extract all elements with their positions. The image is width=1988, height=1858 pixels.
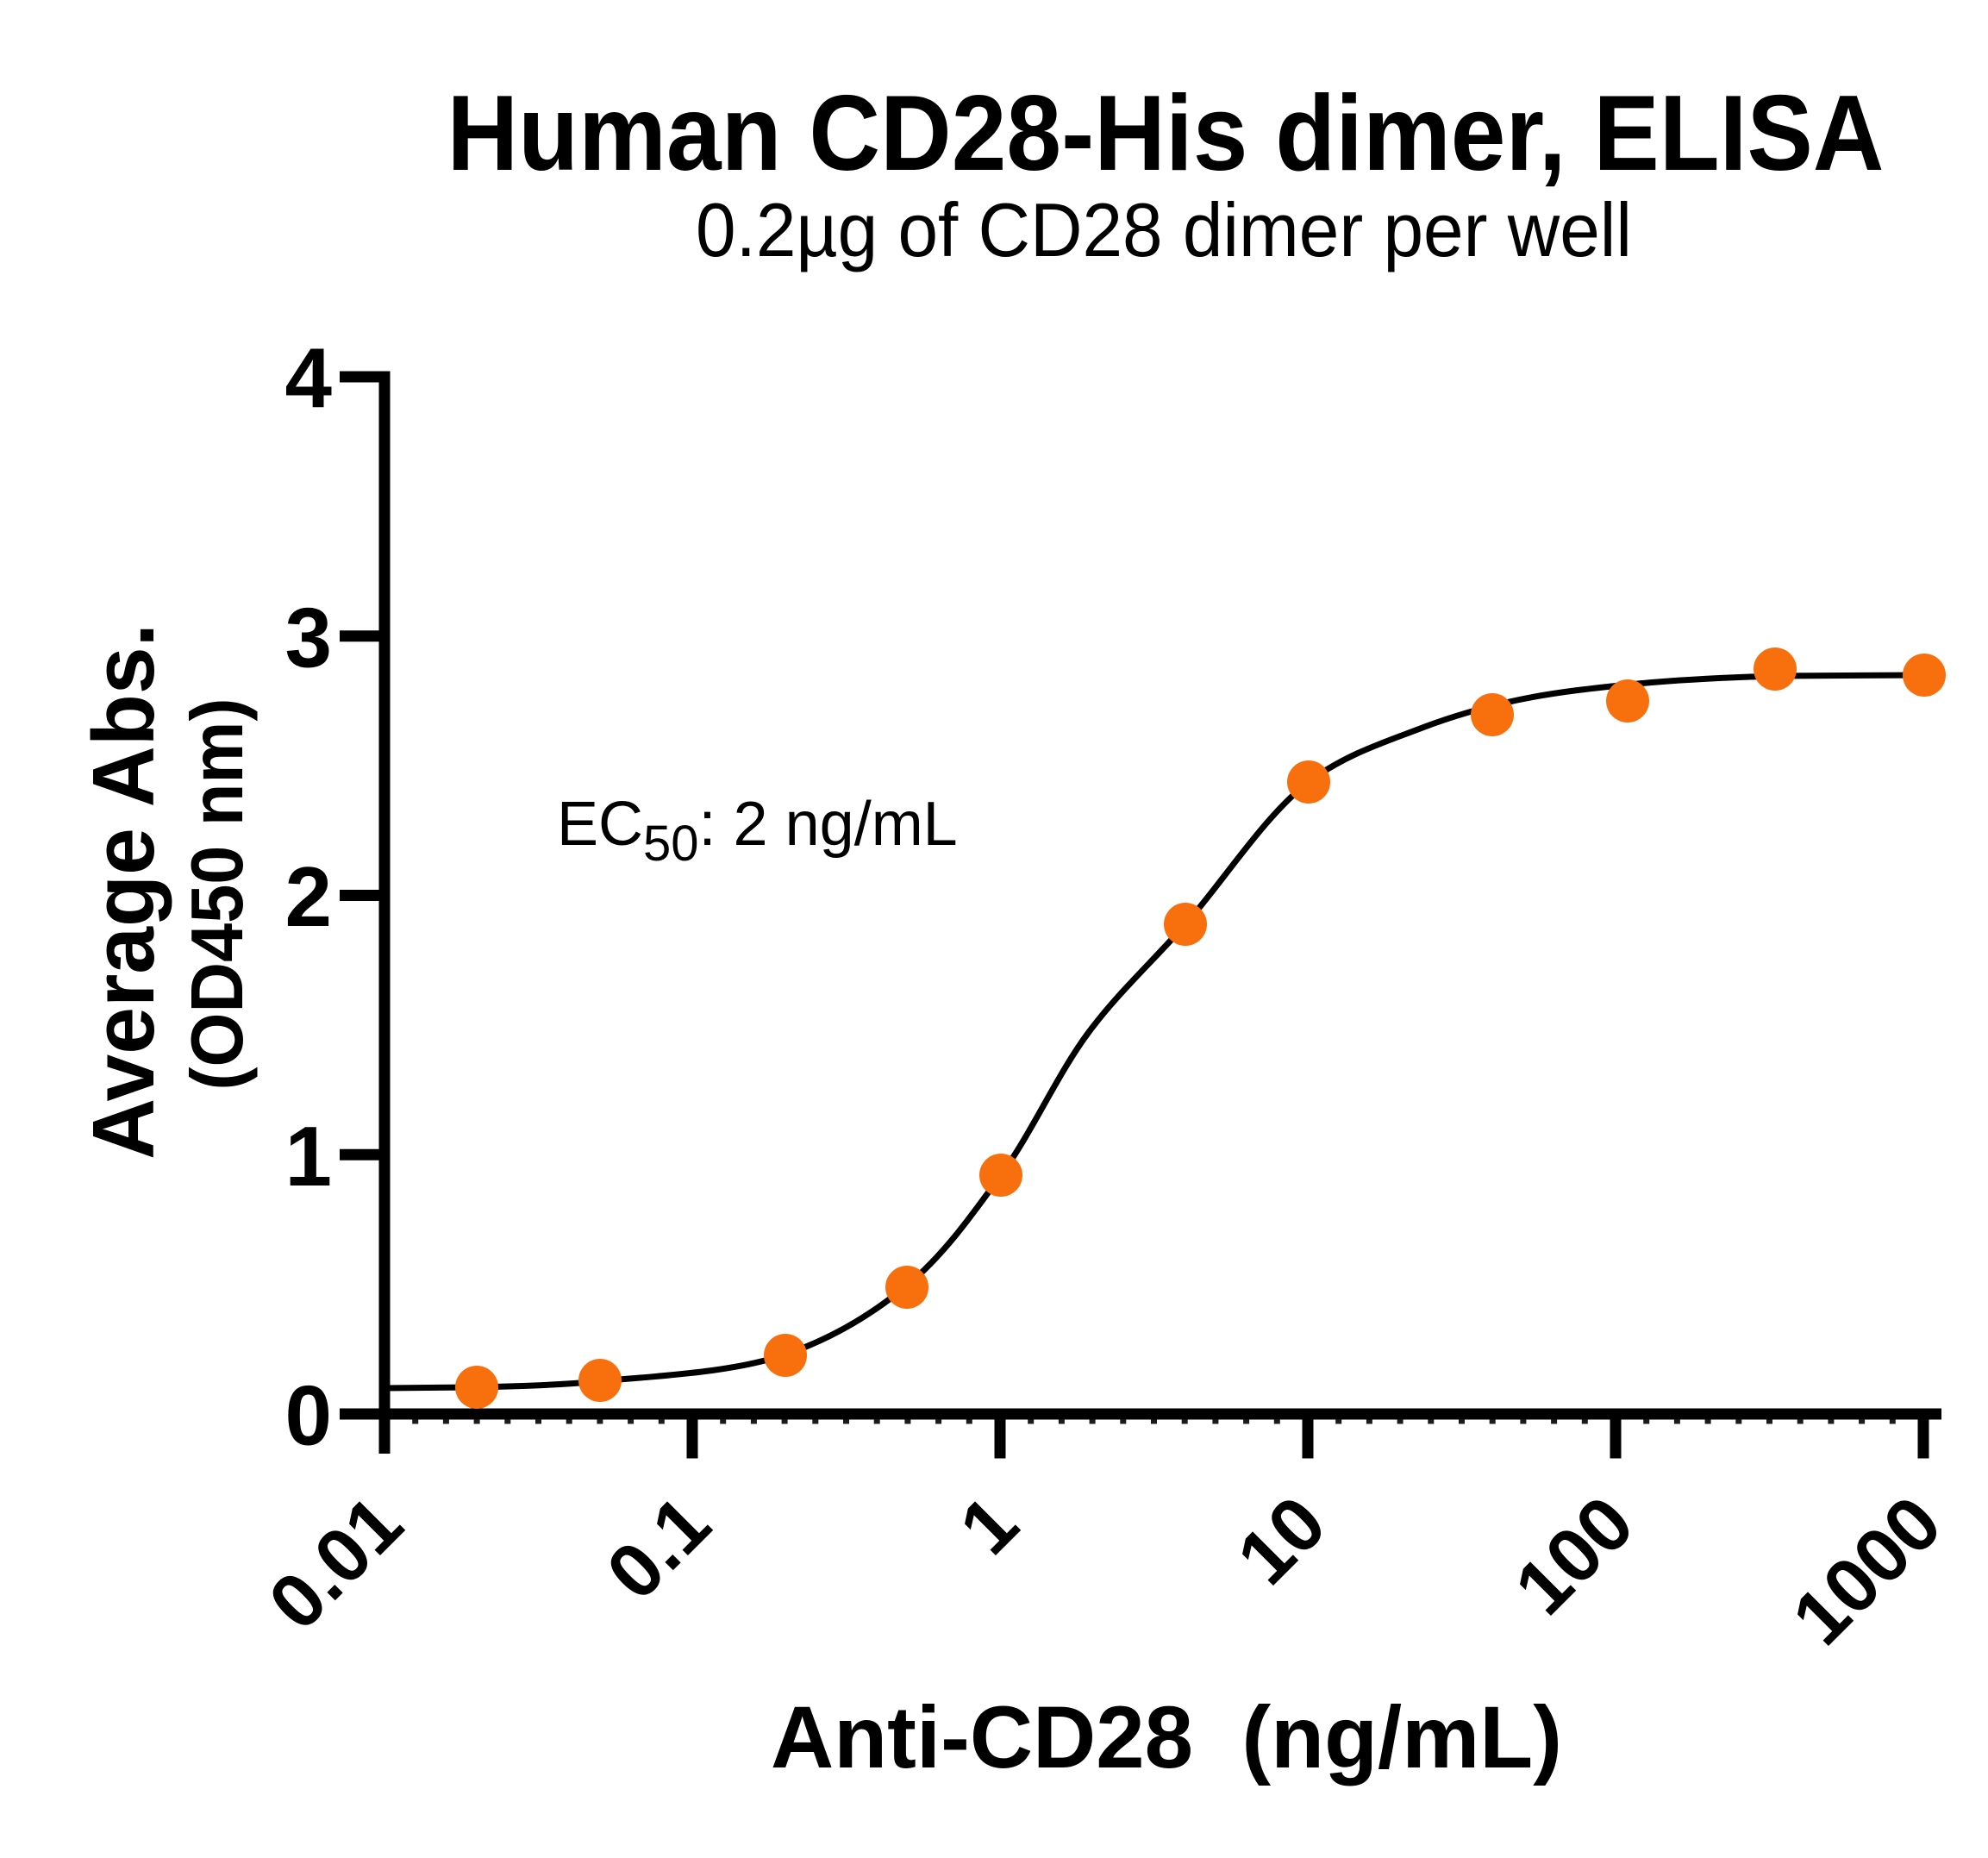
svg-text:Average Abs.: Average Abs. xyxy=(76,623,172,1160)
svg-text:0: 0 xyxy=(284,1368,332,1463)
svg-text:Human CD28-His dimer, ELISA: Human CD28-His dimer, ELISA xyxy=(447,74,1885,193)
svg-text:2: 2 xyxy=(284,849,332,944)
svg-text:3: 3 xyxy=(284,590,332,685)
svg-text:0.2µg of CD28 dimer per well: 0.2µg of CD28 dimer per well xyxy=(696,187,1632,272)
svg-text:Anti-CD28 (ng/mL): Anti-CD28 (ng/mL) xyxy=(771,1688,1562,1786)
svg-text:(OD450 nm): (OD450 nm) xyxy=(177,698,259,1091)
svg-text:1: 1 xyxy=(284,1109,332,1204)
svg-text:4: 4 xyxy=(284,331,332,426)
svg-text:EC50: 2 ng/mL: EC50: 2 ng/mL xyxy=(557,790,958,872)
